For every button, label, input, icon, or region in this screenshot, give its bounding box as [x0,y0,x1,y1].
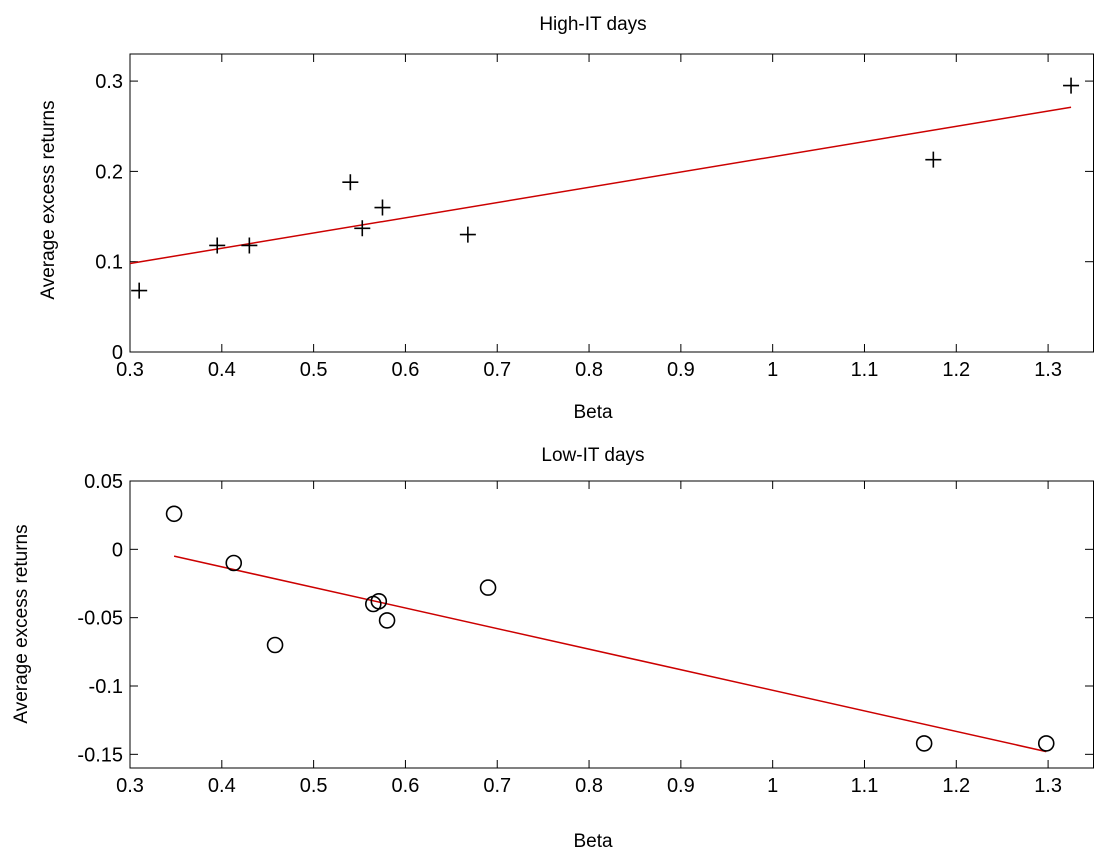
x-axis-label: Beta [573,402,613,423]
data-point [165,505,183,523]
chart-title: Low-IT days [541,445,644,466]
regression-line [173,555,1047,753]
x-tick-label: 0.9 [667,359,695,381]
x-axis-label: Beta [573,831,613,852]
data-point [131,282,148,299]
x-tick-label: 0.8 [575,359,603,381]
y-tick-label: 0.1 [95,252,123,274]
data-point [1063,77,1080,94]
x-tick-label: 0.5 [300,775,328,797]
x-tick-label: 0.7 [483,359,511,381]
data-point [266,636,284,654]
y-tick-label: 0 [112,342,123,364]
data-point [459,226,476,243]
x-tick-label: 1.1 [851,775,879,797]
x-tick-label: 1 [767,359,778,381]
y-axis-label: Average excess returns [38,100,59,299]
data-point [378,612,396,629]
x-tick-label: 0.6 [392,775,420,797]
x-tick-label: 1.2 [942,775,970,797]
y-axis-label: Average excess returns [11,524,32,723]
data-point [209,237,226,254]
x-tick-label: 0.4 [208,359,236,381]
x-tick-label: 1.3 [1034,359,1062,381]
x-tick-label: 0.6 [392,359,420,381]
data-point [479,579,497,596]
x-tick-label: 0.9 [667,775,695,797]
high-it-panel: High-IT days Beta Average excess returns… [38,14,1094,423]
y-tick-label: -0.15 [77,744,123,766]
data-point [925,151,942,168]
y-tick-label: 0.3 [95,71,123,93]
y-tick-label: -0.05 [77,608,123,630]
chart-title: High-IT days [539,14,646,35]
data-point [225,554,243,572]
data-point [354,220,371,237]
x-tick-label: 0.4 [208,775,236,797]
regression-line [129,106,1072,265]
plot-box [129,53,1094,353]
x-tick-label: 0.3 [116,359,144,381]
y-tick-label: 0.2 [95,161,123,183]
x-tick-label: 0.8 [575,775,603,797]
data-point [915,735,933,752]
x-tick-label: 1.2 [942,359,970,381]
x-tick-label: 0.3 [116,775,144,797]
y-tick-label: 0.05 [84,471,123,493]
x-tick-label: 1.3 [1034,775,1062,797]
y-tick-label: 0 [112,539,123,561]
x-tick-label: 0.7 [483,775,511,797]
data-point [374,199,391,216]
data-point [241,237,258,254]
data-point [342,174,359,191]
data-point [1037,735,1055,752]
x-tick-label: 0.5 [300,359,328,381]
data-point [370,592,388,610]
x-tick-label: 1.1 [851,359,879,381]
y-tick-label: -0.1 [89,676,123,698]
x-tick-label: 1 [767,775,778,797]
low-it-panel: Low-IT days Beta Average excess returns … [11,445,1094,852]
plot-box [129,480,1094,769]
